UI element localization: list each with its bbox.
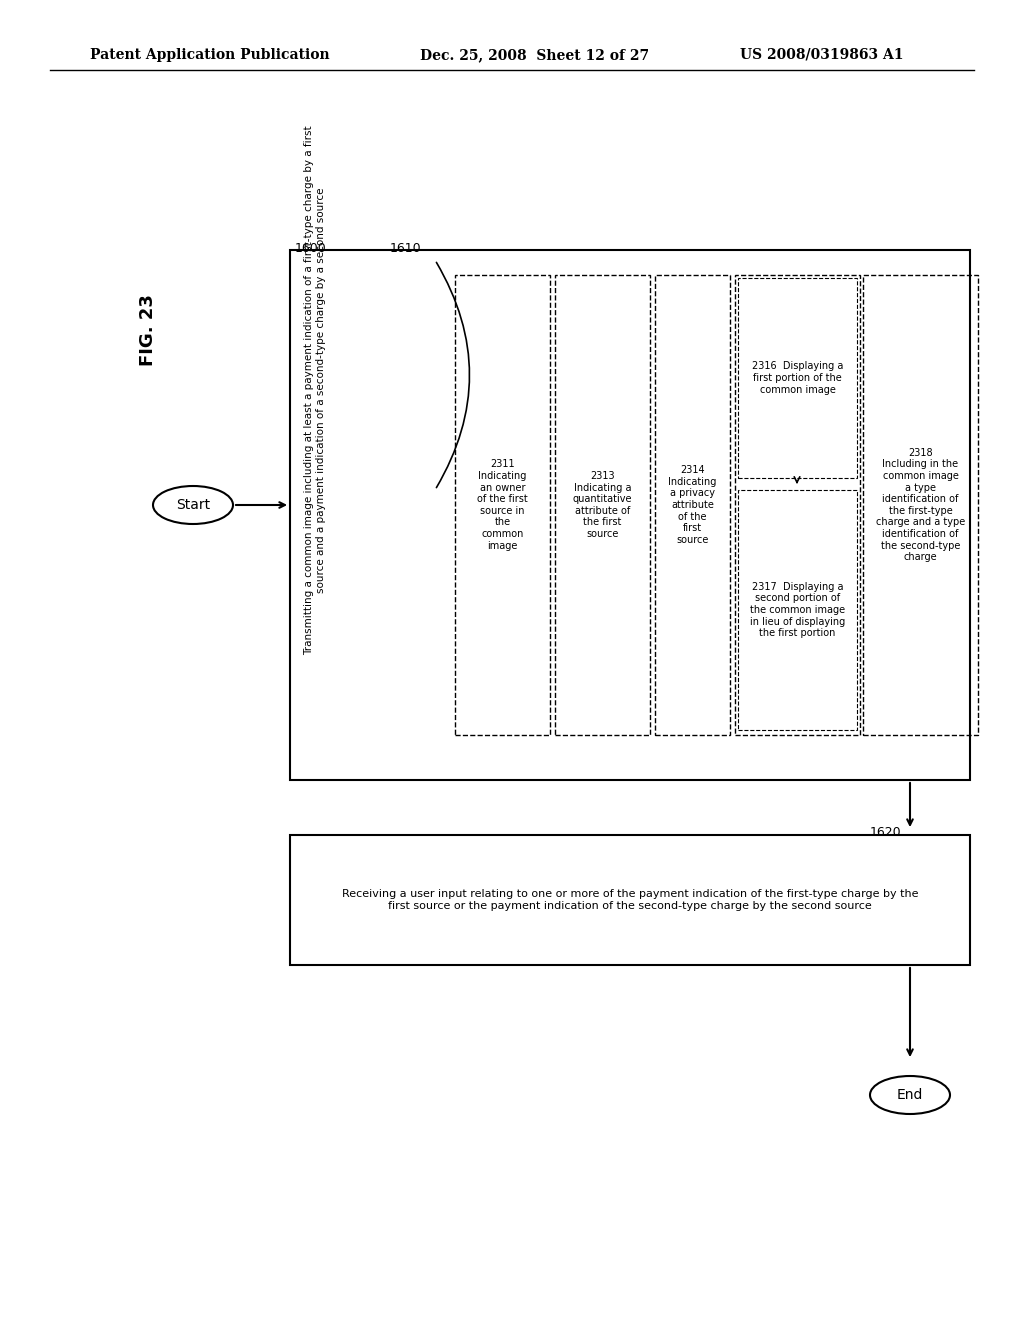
Text: 1620: 1620 (870, 825, 901, 838)
Text: Start: Start (176, 498, 210, 512)
Text: 1610: 1610 (390, 242, 422, 255)
Text: End: End (897, 1088, 924, 1102)
Text: 2311
Indicating
an owner
of the first
source in
the
common
image: 2311 Indicating an owner of the first so… (477, 459, 528, 550)
Text: 2313
Indicating a
quantitative
attribute of
the first
source: 2313 Indicating a quantitative attribute… (572, 471, 632, 539)
Text: FIG. 23: FIG. 23 (139, 294, 157, 366)
Text: US 2008/0319863 A1: US 2008/0319863 A1 (740, 48, 903, 62)
Text: 1600: 1600 (295, 242, 327, 255)
Text: Receiving a user input relating to one or more of the payment indication of the : Receiving a user input relating to one o… (342, 890, 919, 911)
Text: Patent Application Publication: Patent Application Publication (90, 48, 330, 62)
Text: Transmitting a common image including at least a payment indication of a first-t: Transmitting a common image including at… (304, 125, 326, 655)
Text: 2316  Displaying a
first portion of the
common image: 2316 Displaying a first portion of the c… (752, 362, 843, 395)
Text: 2317  Displaying a
second portion of
the common image
in lieu of displaying
the : 2317 Displaying a second portion of the … (750, 582, 845, 638)
Text: Dec. 25, 2008  Sheet 12 of 27: Dec. 25, 2008 Sheet 12 of 27 (420, 48, 649, 62)
Text: 2314
Indicating
a privacy
attribute
of the
first
source: 2314 Indicating a privacy attribute of t… (669, 465, 717, 545)
Text: 2318
Including in the
common image
a type
identification of
the first-type
charg: 2318 Including in the common image a typ… (876, 447, 966, 562)
